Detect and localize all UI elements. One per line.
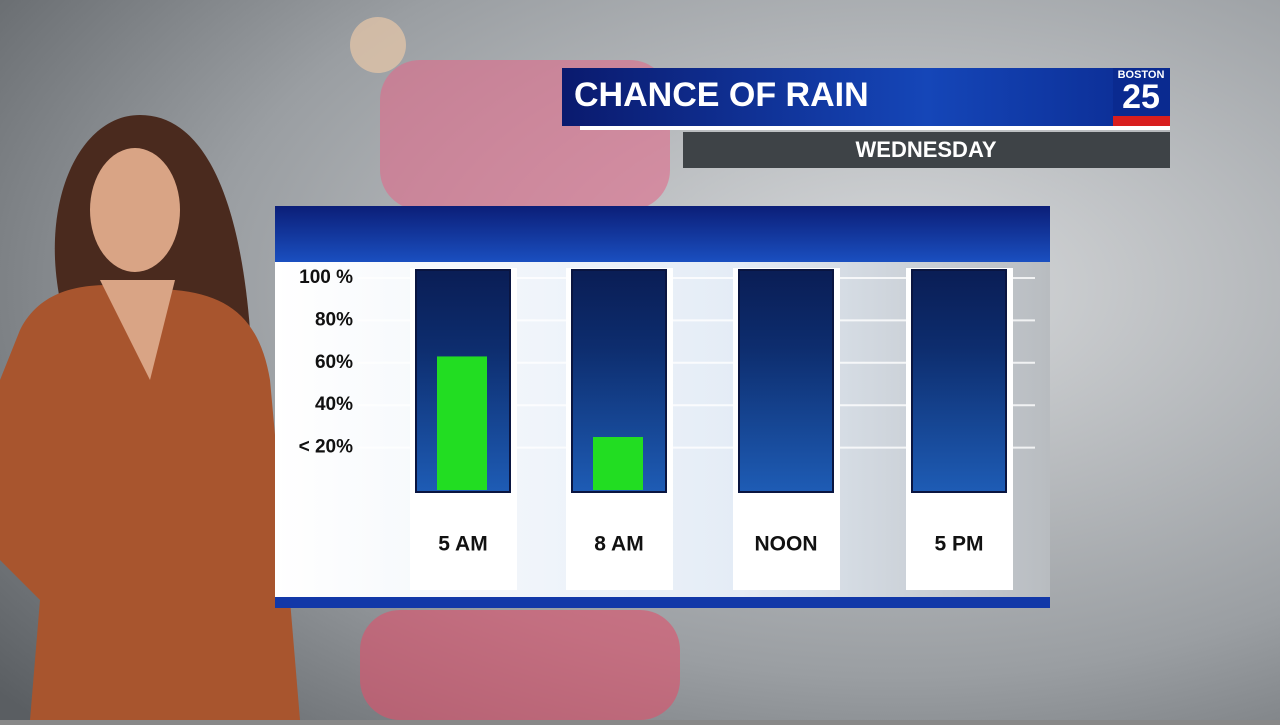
plot: < 20% 40% 60% 80% 100 % 5 AM 8 AM NOON 5 PM <box>299 267 1035 590</box>
y-tick-label: 60% <box>315 352 353 373</box>
y-tick-label: < 20% <box>299 437 354 458</box>
x-tick-label: NOON <box>755 533 818 556</box>
x-tick-label: 5 PM <box>934 533 983 556</box>
y-tick-label: 100 % <box>299 267 353 288</box>
blur-shape <box>360 610 680 720</box>
subtitle-bar <box>683 132 1170 168</box>
panel-footer <box>275 597 1050 608</box>
panel-header <box>275 206 1050 262</box>
bar <box>593 437 643 490</box>
chart-title: CHANCE OF RAIN <box>574 76 869 114</box>
logo-top: BOSTON <box>1118 69 1165 81</box>
x-tick-label: 5 AM <box>438 533 487 556</box>
y-tick-label: 80% <box>315 309 353 330</box>
chart-subtitle: WEDNESDAY <box>856 137 997 162</box>
logo-number: 25 <box>1122 78 1160 116</box>
presenter <box>0 115 300 720</box>
bar <box>437 356 487 490</box>
light-blur <box>350 17 406 73</box>
title-bar <box>562 68 1170 126</box>
logo-stripe <box>1113 116 1170 126</box>
x-tick-label: 8 AM <box>594 533 643 556</box>
title-underline <box>580 126 1170 130</box>
column-track <box>911 269 1007 493</box>
column-track <box>738 269 834 493</box>
y-tick-label: 40% <box>315 394 353 415</box>
